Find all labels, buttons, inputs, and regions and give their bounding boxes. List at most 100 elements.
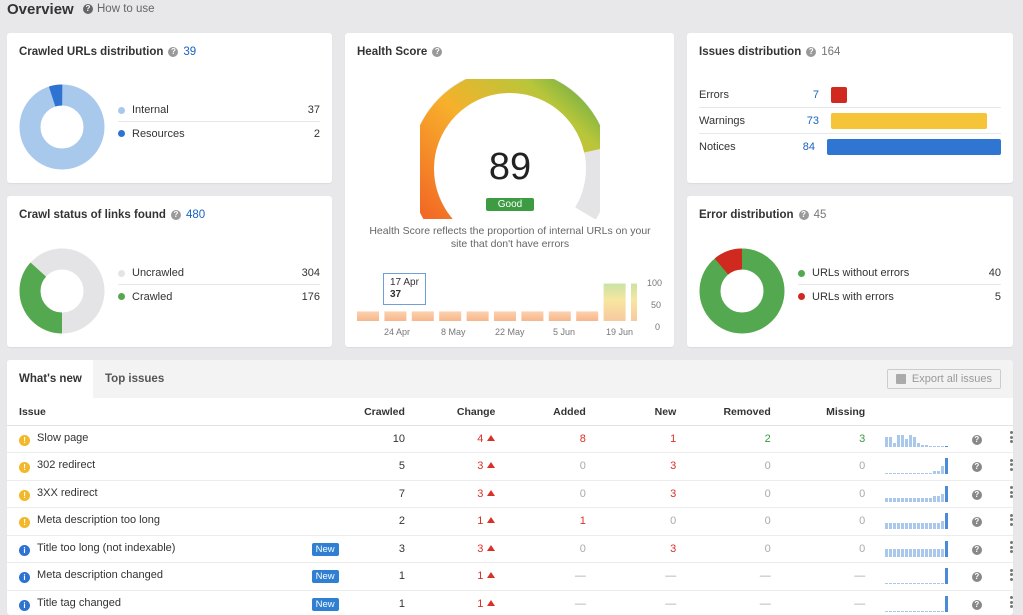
help-icon: ? — [83, 4, 93, 14]
col-missing[interactable]: Missing — [770, 400, 866, 426]
warnings-bar — [831, 112, 988, 129]
tab-top-issues[interactable]: Top issues — [93, 360, 177, 398]
more-menu-icon[interactable] — [1010, 567, 1013, 582]
help-icon[interactable]: ? — [971, 544, 982, 555]
history-bar[interactable] — [576, 311, 599, 321]
more-menu-icon[interactable] — [1010, 485, 1013, 500]
removed-cell[interactable]: — — [676, 562, 771, 591]
table-row[interactable]: ! Slow page 10 4 8 1 2 3? — [7, 425, 1013, 453]
new-cell[interactable]: 3 — [585, 452, 677, 481]
issue-name[interactable]: Meta description too long — [37, 514, 160, 527]
how-to-use-link[interactable]: ? How to use — [83, 3, 155, 15]
issue-name[interactable]: Title too long (not indexable) — [37, 541, 176, 554]
new-cell[interactable]: 3 — [585, 535, 677, 563]
crawled-cell[interactable]: 2 — [338, 507, 405, 536]
issue-row-notices[interactable]: Notices 84 — [699, 134, 1001, 160]
removed-cell[interactable]: 0 — [676, 507, 771, 536]
new-cell[interactable]: — — [585, 562, 677, 591]
col-crawled[interactable]: Crawled — [338, 400, 405, 426]
history-bar[interactable] — [494, 311, 516, 321]
added-cell[interactable]: — — [495, 562, 586, 591]
col-removed[interactable]: Removed — [676, 400, 771, 426]
removed-cell[interactable]: 0 — [676, 452, 771, 481]
crawled-cell[interactable]: 5 — [338, 452, 405, 481]
issue-name[interactable]: Meta description changed — [37, 569, 164, 582]
added-cell[interactable]: 1 — [495, 507, 586, 536]
issue-name[interactable]: 302 redirect — [37, 459, 96, 472]
help-icon[interactable]: ? — [971, 489, 982, 500]
table-row[interactable]: ! Meta description too long 2 1 1 0 0 0? — [7, 507, 1013, 536]
added-cell[interactable]: 0 — [495, 535, 586, 563]
export-all-issues-button[interactable]: Export all issues — [886, 369, 1001, 389]
more-menu-icon[interactable] — [1010, 540, 1013, 555]
more-menu-icon[interactable] — [1010, 595, 1013, 610]
history-bar[interactable] — [521, 311, 544, 321]
new-cell[interactable]: 1 — [585, 425, 677, 453]
issue-row-errors[interactable]: Errors 7 — [699, 82, 1001, 108]
missing-cell[interactable]: — — [770, 590, 866, 615]
crawled-cell[interactable]: 7 — [338, 480, 405, 508]
help-icon[interactable]: ? — [798, 210, 809, 220]
added-cell[interactable]: — — [495, 590, 586, 615]
table-row[interactable]: i Title tag changed New 1 1— — — —? — [7, 590, 1013, 615]
issue-name[interactable]: Title tag changed — [37, 596, 122, 609]
help-icon[interactable]: ? — [971, 599, 982, 610]
table-row[interactable]: i Title too long (not indexable) New 3 3 0 3 0 0… — [7, 535, 1013, 563]
help-icon[interactable]: ? — [971, 517, 982, 528]
crawled-cell[interactable]: 1 — [338, 590, 405, 615]
col-issue[interactable]: Issue — [19, 400, 339, 426]
history-bar[interactable] — [411, 311, 434, 321]
tab-whats-new[interactable]: What's new — [7, 360, 95, 398]
removed-cell[interactable]: 2 — [676, 425, 771, 453]
missing-cell[interactable]: — — [770, 562, 866, 591]
history-bar[interactable] — [466, 311, 489, 321]
issue-name[interactable]: Slow page — [37, 431, 89, 444]
new-cell[interactable]: 3 — [585, 480, 677, 508]
help-icon[interactable]: ? — [806, 47, 817, 57]
added-cell[interactable]: 8 — [495, 425, 586, 453]
up-arrow-icon — [487, 434, 496, 441]
help-icon[interactable]: ? — [971, 462, 982, 473]
col-change[interactable]: Change — [404, 400, 496, 426]
crawled-cell[interactable]: 1 — [338, 562, 405, 591]
more-menu-icon[interactable] — [1010, 430, 1013, 445]
history-bar[interactable] — [439, 311, 462, 321]
missing-cell[interactable]: 0 — [770, 452, 866, 481]
help-icon[interactable]: ? — [971, 572, 982, 583]
missing-cell[interactable]: 0 — [770, 507, 866, 536]
table-row[interactable]: ! 302 redirect 5 3 0 3 0 0? — [7, 452, 1013, 481]
col-added[interactable]: Added — [495, 400, 586, 426]
crawl-status-count[interactable]: 480 — [185, 209, 206, 221]
help-icon[interactable]: ? — [432, 47, 443, 57]
y-axis-label: 100 — [647, 278, 663, 288]
added-cell[interactable]: 0 — [495, 452, 586, 481]
missing-cell[interactable]: 3 — [770, 425, 866, 453]
crawled-cell[interactable]: 10 — [338, 425, 405, 453]
added-cell[interactable]: 0 — [495, 480, 586, 508]
new-cell[interactable]: — — [585, 590, 677, 615]
history-bar[interactable] — [631, 283, 637, 321]
crawled-cell[interactable]: 3 — [338, 535, 405, 563]
help-icon[interactable]: ? — [168, 47, 179, 57]
help-icon[interactable]: ? — [971, 434, 982, 445]
col-new[interactable]: New — [585, 400, 677, 426]
table-row[interactable]: ! 3XX redirect 7 3 0 3 0 0? — [7, 480, 1013, 508]
removed-cell[interactable]: 0 — [676, 535, 771, 563]
more-menu-icon[interactable] — [1010, 457, 1013, 472]
crawled-urls-count[interactable]: 39 — [183, 46, 197, 58]
donut-resources — [19, 84, 105, 170]
history-bar[interactable] — [384, 311, 407, 321]
removed-cell[interactable]: 0 — [676, 480, 771, 508]
more-menu-icon[interactable] — [1010, 512, 1013, 527]
history-bar[interactable] — [603, 283, 626, 321]
missing-cell[interactable]: 0 — [770, 480, 866, 508]
history-bar[interactable] — [548, 311, 571, 321]
issue-name[interactable]: 3XX redirect — [37, 486, 98, 499]
history-bar[interactable] — [357, 311, 379, 321]
removed-cell[interactable]: — — [676, 590, 771, 615]
new-cell[interactable]: 0 — [585, 507, 677, 536]
help-icon[interactable]: ? — [170, 210, 181, 220]
table-row[interactable]: i Meta description changed New 1 1— — — —? — [7, 562, 1013, 591]
issue-row-warnings[interactable]: Warnings 73 — [699, 108, 1001, 134]
missing-cell[interactable]: 0 — [770, 535, 866, 563]
